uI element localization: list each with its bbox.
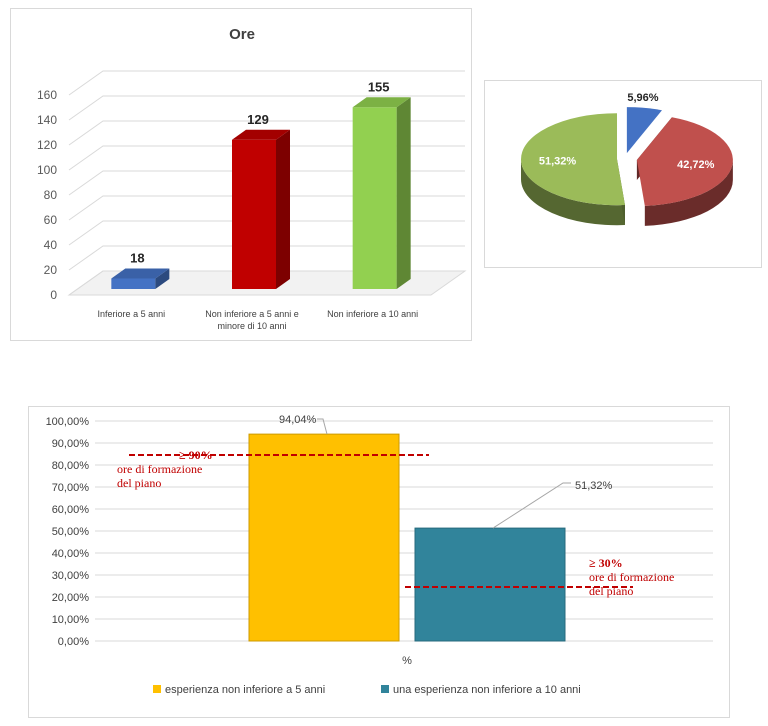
bar-side (396, 97, 411, 289)
y-tick-label: 80,00% (52, 460, 90, 472)
legend-swatch (381, 685, 389, 693)
category-label: minore di 10 anni (217, 321, 286, 331)
data-label: 51,32% (575, 480, 613, 492)
y-tick-label: 20 (44, 263, 58, 277)
category-label: % (402, 655, 412, 667)
pie-slice-side (521, 159, 625, 226)
y-tick-label: 160 (37, 88, 57, 102)
bar (248, 433, 400, 642)
pie-slice-side (644, 160, 733, 226)
y-tick-label: 0,00% (58, 636, 89, 648)
threshold-note: ore di formazione (589, 570, 674, 584)
y-tick-label: 60 (44, 213, 58, 227)
threshold-label: ≥ 30% (589, 556, 623, 570)
y-tick-label: 30,00% (52, 570, 90, 582)
legend-entry: esperienza non inferiore a 5 anni (165, 684, 325, 696)
legend-swatch (153, 685, 161, 693)
hours-bar-chart-panel: Ore 0 20 40 60 80 100 120 140 160 18 129 155 Infer… (10, 8, 472, 341)
gridline (68, 120, 465, 146)
gridline (68, 270, 465, 296)
gridline (68, 145, 465, 171)
bar-top (352, 97, 411, 108)
gridline (68, 195, 465, 221)
gridline (68, 70, 465, 96)
category-label: Inferiore a 5 anni (98, 309, 166, 319)
pie-data-label: 51,32% (539, 155, 577, 167)
gridline (68, 95, 465, 121)
category-label: Non inferiore a 5 anni e (205, 309, 299, 319)
threshold-note: del piano (589, 584, 633, 598)
pie-slice (636, 117, 733, 206)
y-tick-label: 80 (44, 188, 58, 202)
chart-title: Ore (229, 26, 255, 43)
threshold-note: del piano (117, 476, 161, 490)
pie-data-label: 5,96% (627, 92, 658, 104)
pie-chart-panel: 5,96% 42,72% 51,32% (484, 80, 762, 268)
bar-side (276, 129, 290, 289)
y-tick-label: 120 (37, 138, 57, 152)
y-tick-label: 100 (37, 163, 57, 177)
bar-top (111, 268, 170, 279)
pie-chart: 5,96% 42,72% 51,32% (521, 92, 733, 226)
y-tick-label: 40 (44, 238, 58, 252)
percentage-bar-chart: 0,00% 10,00% 20,00% 30,00% 40,00% 50,00% 60,00… (46, 414, 713, 696)
bar-front (352, 107, 397, 289)
y-tick-label: 60,00% (52, 504, 90, 516)
y-tick-label: 20,00% (52, 592, 90, 604)
legend-entry: una esperienza non inferiore a 10 anni (393, 684, 581, 696)
y-tick-label: 140 (37, 113, 57, 127)
bar-front (111, 278, 156, 289)
threshold-label: ≥ 90% (179, 448, 213, 462)
leader-line (317, 418, 328, 435)
pie-data-label: 42,72% (677, 159, 715, 171)
pie-slice (521, 113, 625, 206)
data-label: 94,04% (279, 414, 317, 426)
y-tick-label: 0 (50, 288, 57, 302)
hours-bar-chart: Ore 0 20 40 60 80 100 120 140 160 18 129 155 Infer… (37, 26, 467, 331)
threshold-note: ore di formazione (117, 462, 202, 476)
bar-front (232, 139, 276, 289)
y-tick-label: 10,00% (52, 614, 90, 626)
category-label: Non inferiore a 10 anni (327, 309, 418, 319)
bar (414, 527, 566, 642)
y-tick-label: 50,00% (52, 526, 90, 538)
percentage-bar-chart-panel: 0,00% 10,00% 20,00% 30,00% 40,00% 50,00% 60,00… (28, 406, 730, 718)
y-tick-label: 90,00% (52, 438, 90, 450)
gridline (68, 170, 465, 196)
bar-top (232, 129, 290, 140)
y-tick-label: 40,00% (52, 548, 90, 560)
data-label: 129 (247, 112, 269, 127)
data-label: 155 (368, 79, 390, 94)
gridline (68, 220, 465, 246)
y-tick-label: 100,00% (46, 416, 90, 428)
y-tick-label: 70,00% (52, 482, 90, 494)
data-label: 18 (130, 251, 144, 266)
leader-line (492, 482, 571, 529)
bar-side (155, 268, 170, 289)
pie-slice (626, 107, 662, 154)
gridline (68, 245, 465, 271)
